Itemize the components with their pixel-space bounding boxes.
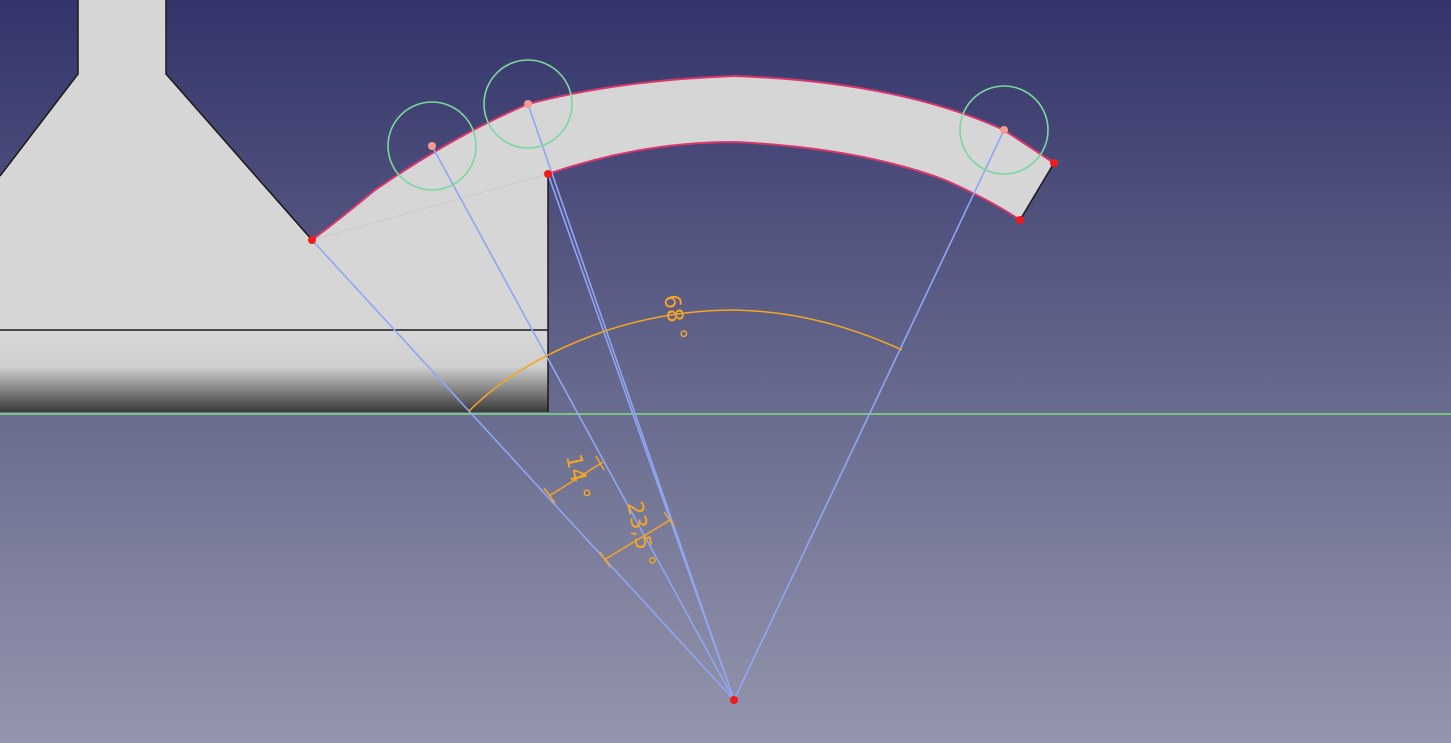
construction-line-2[interactable] [431, 145, 735, 701]
construction-line-4[interactable] [547, 173, 735, 701]
small-angle-tick-2[interactable] [595, 455, 605, 471]
solid-base-face[interactable] [0, 330, 548, 412]
small-angle-label[interactable]: 14 ° [560, 452, 594, 502]
point-icon[interactable] [730, 696, 738, 704]
construction-line-5[interactable] [733, 129, 1005, 701]
medium-angle-label[interactable]: 23,5 ° [621, 499, 659, 570]
point-icon[interactable] [1050, 159, 1058, 167]
dimension-small-angle[interactable]: 14 ° [543, 452, 605, 504]
point-icon[interactable] [524, 100, 532, 108]
outer-arc-edge[interactable] [311, 74, 1055, 241]
point-icon[interactable] [308, 236, 316, 244]
medium-angle-tick-2[interactable] [663, 511, 675, 527]
solid-base-edges[interactable] [0, 174, 549, 412]
sketch-profile[interactable] [311, 74, 1055, 330]
dimension-medium-angle[interactable]: 23,5 ° [599, 499, 675, 570]
point-icon[interactable] [1000, 126, 1008, 134]
solid-upper-face[interactable] [0, 0, 548, 330]
small-angle-tick-1[interactable] [543, 487, 556, 504]
solid-stem-edges[interactable] [0, 0, 313, 241]
point-icon[interactable] [544, 170, 552, 178]
sketch-vertices[interactable] [308, 100, 1058, 704]
circle-icon[interactable] [387, 101, 477, 191]
point-icon[interactable] [428, 142, 436, 150]
solid-body[interactable] [0, 0, 549, 412]
circle-icon[interactable] [959, 85, 1049, 175]
end-cap-edge[interactable] [1019, 162, 1055, 221]
constraint-markers[interactable] [387, 59, 1049, 191]
arc-band-face[interactable] [312, 76, 1054, 330]
total-angle-label[interactable]: 68 ° [658, 293, 691, 343]
medium-angle-arc[interactable] [603, 519, 671, 561]
point-icon[interactable] [1016, 216, 1024, 224]
medium-angle-tick-1[interactable] [599, 551, 611, 568]
circle-icon[interactable] [483, 59, 573, 149]
construction-lines[interactable] [311, 103, 1005, 701]
construction-line-1[interactable] [311, 239, 735, 701]
inner-arc-edge[interactable] [547, 140, 1021, 221]
total-angle-arc[interactable] [468, 309, 903, 412]
small-angle-arc[interactable] [548, 461, 604, 497]
